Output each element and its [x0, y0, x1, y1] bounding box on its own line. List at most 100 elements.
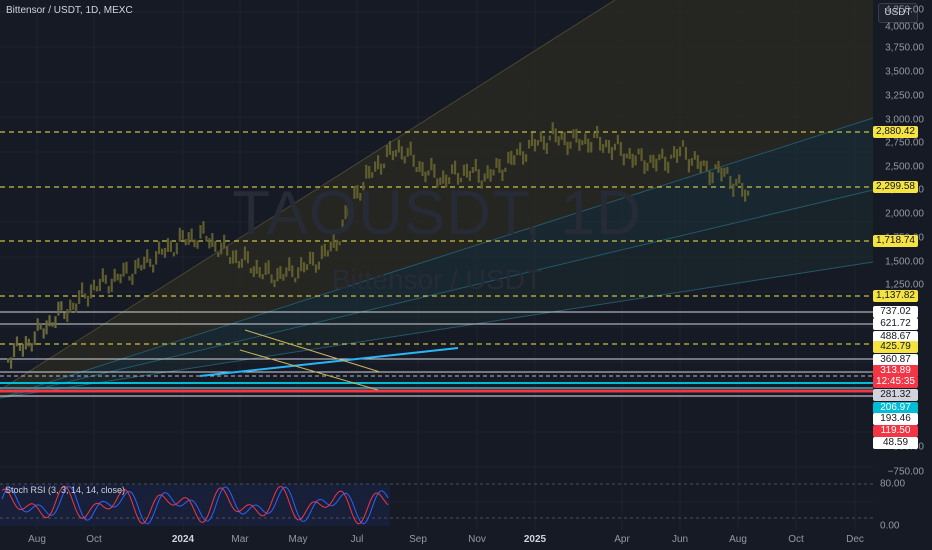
- price-candle: [453, 160, 457, 175]
- price-candle: [332, 234, 335, 248]
- price-candle: [160, 248, 164, 255]
- price-candle: [305, 264, 309, 271]
- price-candle: [359, 192, 362, 201]
- price-tick-label: 1,250.00: [885, 279, 924, 291]
- price-candle: [456, 172, 460, 185]
- price-candle: [545, 143, 548, 154]
- price-candle: [30, 343, 33, 352]
- price-label: 425.79: [873, 341, 918, 353]
- price-candle: [601, 144, 605, 153]
- price-candle: [249, 268, 252, 274]
- time-axis-label: Jul: [350, 534, 364, 545]
- price-candle: [747, 190, 750, 196]
- price-tick-label: 2,000.00: [885, 208, 924, 220]
- price-candle: [539, 131, 542, 142]
- price-candle: [622, 153, 625, 166]
- price-candle: [631, 153, 634, 168]
- price-candle: [459, 177, 463, 183]
- price-candle: [717, 160, 720, 173]
- price-tick-label: 3,250.00: [885, 90, 924, 102]
- price-candle: [157, 241, 161, 255]
- price-candle: [536, 140, 540, 146]
- price-candle: [78, 290, 81, 304]
- price-label: 281.32: [873, 389, 918, 401]
- price-candle: [285, 267, 288, 277]
- price-tick-label: 4,250.00: [885, 4, 924, 16]
- price-candle: [36, 318, 39, 331]
- price-candle: [258, 267, 261, 278]
- price-candle: [279, 265, 282, 279]
- price-candle: [362, 181, 365, 191]
- price-candle: [735, 178, 738, 186]
- price-candle: [314, 264, 318, 273]
- price-candle: [433, 163, 436, 178]
- price-candle: [119, 273, 122, 284]
- price-candle: [495, 157, 498, 168]
- price-candle: [699, 161, 702, 174]
- price-candle: [474, 158, 477, 172]
- price-candle: [98, 278, 101, 292]
- price-candle: [681, 140, 685, 147]
- price-candle: [664, 156, 667, 171]
- price-candle: [696, 155, 699, 169]
- price-candle: [448, 177, 451, 184]
- price-candle: [720, 167, 723, 182]
- price-candle: [122, 262, 125, 277]
- rsi-k-line: [1, 486, 389, 525]
- price-candle: [628, 147, 631, 160]
- price-candle: [261, 274, 264, 280]
- price-candle: [181, 230, 184, 240]
- price-candle: [282, 274, 285, 281]
- price-candle: [113, 268, 116, 282]
- price-label: 1,718.74: [873, 235, 918, 247]
- price-candle: [391, 150, 394, 161]
- time-axis-label: Sep: [409, 534, 427, 545]
- price-candle: [684, 146, 688, 160]
- symbol-title[interactable]: Bittensor / USDT, 1D, MEXC: [6, 5, 133, 16]
- price-candle: [569, 141, 572, 149]
- price-candle: [252, 266, 255, 278]
- price-candle: [439, 177, 442, 185]
- price-candle: [451, 164, 454, 174]
- price-candle: [702, 160, 705, 166]
- price-candle: [267, 260, 270, 275]
- stoch-rsi-legend[interactable]: Stoch RSI (3, 3, 14, 14, close): [5, 485, 126, 495]
- price-candle: [350, 202, 353, 209]
- price-candle: [640, 148, 643, 161]
- price-candle: [533, 139, 537, 152]
- price-candle: [732, 183, 735, 197]
- price-candle: [519, 142, 522, 156]
- price-candle: [72, 302, 75, 310]
- price-candle: [273, 279, 276, 288]
- price-candle: [60, 301, 63, 311]
- price-candle: [471, 167, 474, 173]
- price-candle: [400, 146, 403, 160]
- price-candle: [741, 182, 744, 197]
- price-candle: [516, 148, 519, 156]
- price-candle: [403, 156, 406, 164]
- rsi-tick-label: 80.00: [880, 478, 906, 490]
- time-axis-label: Dec: [846, 534, 864, 545]
- price-candle: [445, 174, 448, 188]
- price-candle: [501, 169, 504, 182]
- price-candle: [377, 155, 380, 170]
- price-candle: [175, 242, 178, 255]
- price-candle: [95, 286, 98, 292]
- price-candle: [572, 129, 575, 139]
- price-candle: [412, 154, 415, 167]
- price-candle: [430, 157, 433, 171]
- price-candle: [288, 257, 291, 272]
- price-candle: [196, 240, 199, 249]
- trendline: [244, 329, 381, 373]
- price-candle: [468, 170, 471, 182]
- price-candle: [48, 315, 51, 327]
- price-candle: [610, 147, 614, 160]
- currency-button[interactable]: USDT: [878, 3, 918, 23]
- price-candle: [616, 134, 619, 145]
- price-candle: [368, 166, 371, 179]
- price-candle: [525, 154, 528, 162]
- price-candle: [51, 322, 54, 327]
- price-candle: [661, 148, 664, 159]
- price-candle: [303, 262, 306, 273]
